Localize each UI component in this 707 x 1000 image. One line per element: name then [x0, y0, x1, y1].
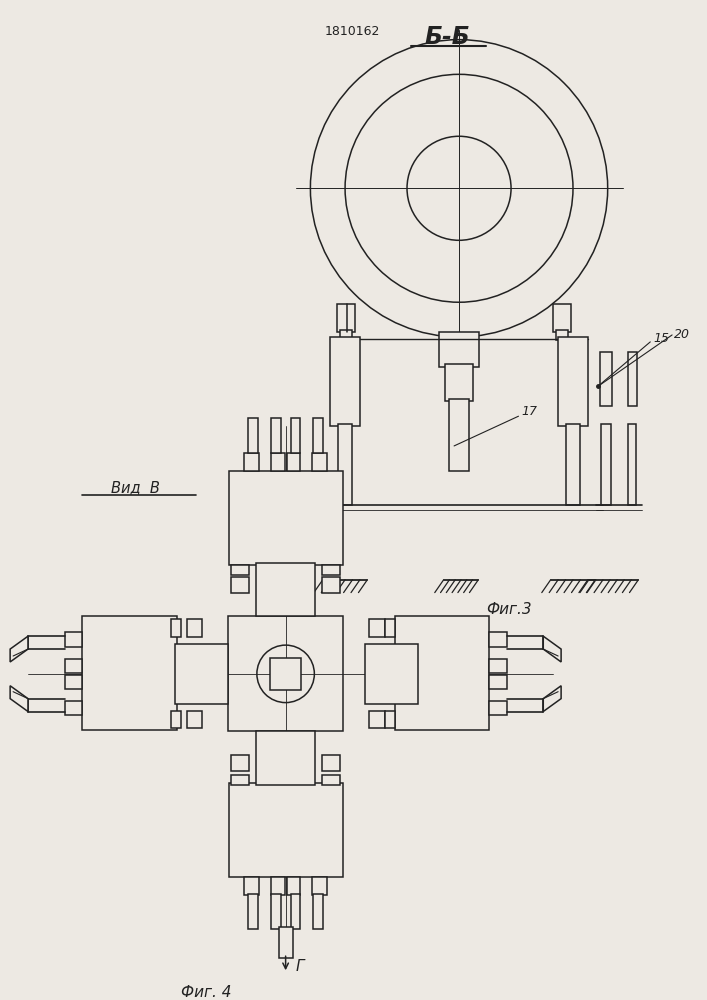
- Bar: [248, 894, 258, 929]
- Bar: [64, 675, 83, 689]
- Text: Фиг.3: Фиг.3: [486, 602, 532, 617]
- Text: Б-Б: Б-Б: [424, 25, 470, 49]
- Bar: [170, 711, 180, 728]
- Bar: [286, 453, 300, 471]
- Bar: [64, 659, 83, 673]
- Bar: [313, 418, 323, 453]
- Bar: [337, 304, 355, 332]
- Bar: [489, 675, 507, 689]
- Bar: [312, 453, 327, 471]
- Bar: [312, 877, 327, 895]
- Bar: [629, 424, 636, 505]
- Bar: [449, 399, 469, 471]
- Bar: [291, 418, 300, 453]
- Text: 17: 17: [522, 405, 537, 418]
- Bar: [256, 563, 315, 616]
- Bar: [369, 711, 385, 728]
- Bar: [322, 577, 340, 593]
- Bar: [231, 565, 249, 575]
- Bar: [64, 701, 83, 715]
- Text: 1810162: 1810162: [325, 25, 380, 38]
- Text: Вид  В: Вид В: [110, 480, 160, 495]
- Bar: [175, 644, 228, 704]
- Bar: [322, 755, 340, 771]
- Bar: [553, 304, 571, 332]
- Bar: [229, 783, 343, 877]
- Bar: [313, 894, 323, 929]
- Bar: [566, 424, 580, 505]
- Bar: [187, 711, 202, 728]
- Bar: [271, 877, 285, 895]
- Bar: [558, 337, 588, 426]
- Bar: [231, 755, 249, 771]
- Bar: [271, 453, 285, 471]
- Bar: [291, 894, 300, 929]
- Bar: [330, 337, 360, 426]
- Bar: [229, 471, 343, 565]
- Bar: [279, 927, 293, 958]
- Text: Г: Г: [296, 959, 304, 974]
- Bar: [445, 364, 473, 401]
- Text: Фиг. 4: Фиг. 4: [181, 985, 232, 1000]
- Bar: [628, 352, 638, 406]
- Bar: [385, 711, 395, 728]
- Bar: [489, 659, 507, 673]
- Bar: [187, 619, 202, 637]
- Bar: [244, 453, 259, 471]
- Bar: [256, 731, 315, 785]
- Bar: [385, 619, 395, 637]
- Bar: [64, 632, 83, 647]
- Bar: [170, 619, 180, 637]
- Bar: [601, 424, 611, 505]
- Bar: [228, 616, 343, 731]
- Bar: [322, 775, 340, 785]
- Bar: [395, 616, 489, 730]
- Polygon shape: [543, 636, 561, 662]
- Bar: [489, 632, 507, 647]
- Bar: [271, 418, 281, 453]
- Bar: [369, 619, 385, 637]
- Bar: [244, 877, 259, 895]
- Text: 15: 15: [653, 332, 670, 345]
- Polygon shape: [543, 686, 561, 712]
- Text: 20: 20: [674, 328, 690, 341]
- Bar: [248, 418, 258, 453]
- Bar: [271, 894, 281, 929]
- Bar: [338, 424, 352, 505]
- Bar: [340, 330, 352, 340]
- Bar: [83, 616, 177, 730]
- Bar: [489, 701, 507, 715]
- Bar: [322, 565, 340, 575]
- Bar: [556, 330, 568, 340]
- Bar: [286, 877, 300, 895]
- Bar: [439, 332, 479, 367]
- Bar: [365, 644, 419, 704]
- Bar: [600, 352, 612, 406]
- Polygon shape: [10, 636, 28, 662]
- Polygon shape: [10, 686, 28, 712]
- Bar: [231, 577, 249, 593]
- Bar: [270, 658, 301, 690]
- Bar: [231, 775, 249, 785]
